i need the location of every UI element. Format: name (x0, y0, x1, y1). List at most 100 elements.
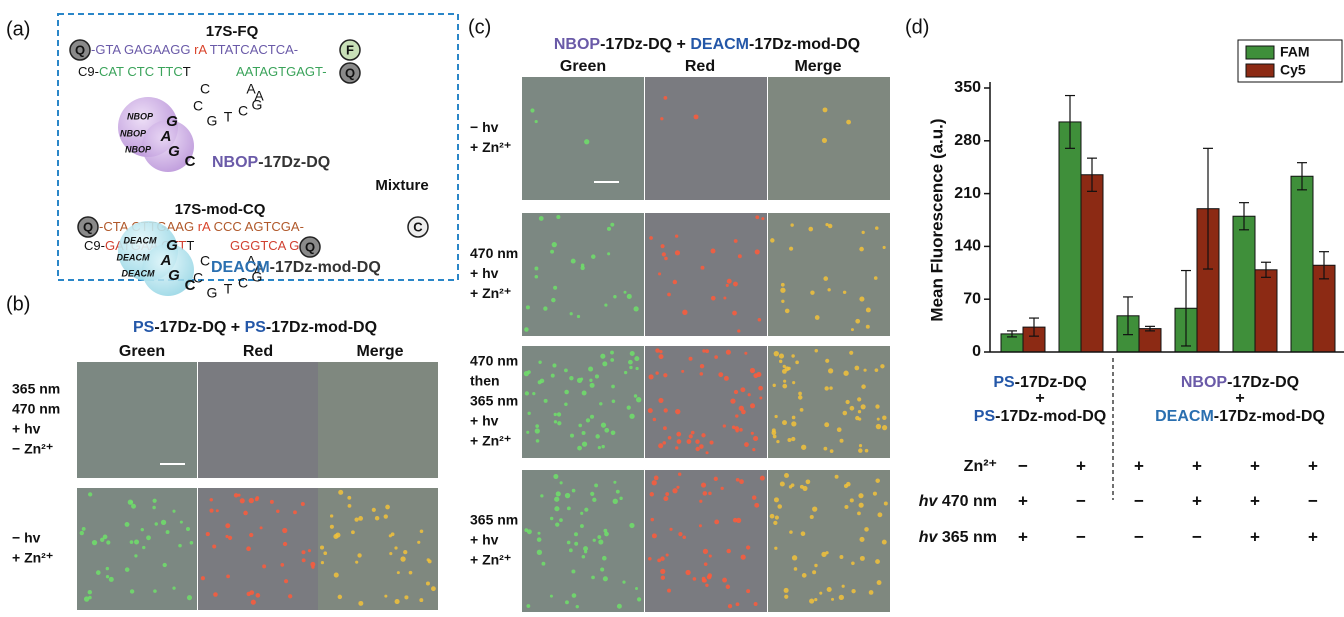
cell (736, 602, 740, 606)
token-letter: Q (305, 239, 315, 254)
cell (524, 528, 528, 532)
cell (699, 444, 704, 449)
cell (557, 412, 561, 416)
cell (570, 312, 573, 315)
cell (664, 257, 668, 261)
cell (146, 535, 151, 540)
cell (584, 139, 589, 144)
cell (861, 384, 866, 389)
cell (550, 517, 553, 520)
cell (851, 589, 855, 593)
cell (611, 385, 615, 389)
cell (861, 404, 866, 409)
cell (551, 374, 555, 378)
legend-label: Cy5 (1280, 62, 1306, 78)
cell (667, 293, 671, 297)
panel-title-part: -17Dz-DQ + (154, 319, 244, 336)
cell (212, 544, 216, 548)
cell (613, 481, 616, 484)
group-label-part: -17Dz-DQ (1227, 374, 1299, 391)
cell (846, 120, 851, 125)
micrograph (198, 362, 318, 478)
cell (746, 589, 750, 593)
cell (526, 431, 529, 434)
cell (572, 489, 576, 493)
micrograph (645, 346, 767, 458)
cell (210, 498, 213, 501)
cell (106, 575, 109, 578)
cell (592, 498, 596, 502)
group-label-part: PS (974, 408, 996, 425)
cell (131, 504, 136, 509)
cell (611, 430, 616, 435)
cell (571, 569, 575, 573)
group-label-part: -17Dz-mod-DQ (1214, 408, 1325, 425)
cell (602, 556, 607, 561)
cell (554, 506, 559, 511)
cell (744, 442, 749, 447)
cell (819, 592, 822, 595)
cell (660, 569, 665, 574)
cell (125, 522, 130, 527)
cell (714, 355, 718, 359)
caged-base: C (185, 277, 196, 294)
cell (338, 595, 342, 599)
cell (526, 305, 530, 309)
cell (570, 434, 574, 438)
cell (748, 393, 751, 396)
cell (859, 444, 862, 447)
cell (607, 227, 611, 231)
panel-label: (a) (6, 18, 30, 40)
cell (598, 539, 603, 544)
cell (580, 266, 584, 270)
cell (648, 408, 653, 413)
cell (875, 478, 879, 482)
y-axis-title: Mean Fluorescence (a.u.) (927, 118, 946, 321)
cell (530, 108, 534, 112)
cell (709, 554, 712, 557)
cage-label: NBOP (120, 128, 147, 138)
cell (773, 435, 777, 439)
group-label-part: NBOP (1181, 374, 1228, 391)
sequence-part: CCC AGTCGA- (210, 219, 304, 234)
cell (831, 598, 834, 601)
cell (785, 309, 790, 314)
cell (580, 378, 583, 381)
y-tick-label: 210 (954, 185, 981, 202)
cell (791, 483, 795, 487)
cell (357, 553, 361, 557)
loop-base: G (207, 285, 218, 301)
cell (634, 306, 639, 311)
cell (550, 595, 553, 598)
cell (565, 493, 570, 498)
cell (534, 266, 538, 270)
cell (843, 291, 846, 294)
cell (824, 386, 828, 390)
sequence-part: T (186, 238, 194, 253)
cell (837, 427, 842, 432)
cell (714, 520, 719, 525)
cell (535, 424, 539, 428)
cell (658, 398, 663, 403)
probe-name-part: DEACM (211, 259, 270, 276)
condition-mark: − (1134, 491, 1144, 510)
cell (755, 249, 760, 254)
page: (a)17S-FQQ-GTA GAGAAGG rA TTATCACTCA-FC9… (0, 0, 1344, 617)
cell (814, 598, 817, 601)
cell (694, 114, 699, 119)
cell (828, 368, 833, 373)
panel-title-part: PS (245, 319, 267, 336)
cell (599, 402, 602, 405)
cell (875, 404, 879, 408)
cell (538, 532, 541, 535)
cell (559, 518, 563, 522)
cell (130, 589, 134, 593)
token-letter: C (413, 219, 423, 234)
cell (771, 430, 776, 435)
condition-row-label-part: 470 nm (937, 493, 997, 510)
sequence: AATAGTGAGT- (236, 64, 327, 79)
bar (1233, 216, 1255, 352)
cell (781, 283, 785, 287)
cell (676, 432, 681, 437)
cell (389, 552, 392, 555)
